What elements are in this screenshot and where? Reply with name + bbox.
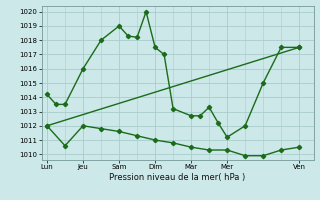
X-axis label: Pression niveau de la mer( hPa ): Pression niveau de la mer( hPa ) xyxy=(109,173,246,182)
